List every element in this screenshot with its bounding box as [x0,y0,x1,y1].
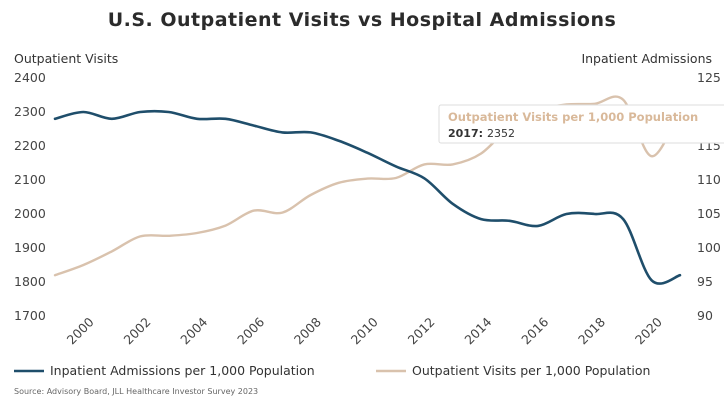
right-tick-label: 110 [697,172,721,187]
x-tick-label: 2018 [575,314,608,347]
tooltip-value: 2017: 2352 [448,127,515,140]
left-tick-label: 1800 [14,274,46,289]
x-tick-label: 2010 [348,314,381,347]
left-tick-label: 2300 [14,104,46,119]
series-line-inpatient [53,109,682,285]
left-tick-label: 2000 [14,206,46,221]
left-tick-label: 2400 [14,70,46,85]
left-axis: 1700 1800 1900 2000 2100 2200 2300 2400 [14,70,46,323]
source-note: Source: Advisory Board, JLL Healthcare I… [14,387,258,396]
x-tick-label: 2014 [461,314,494,347]
right-tick-label: 125 [697,70,721,85]
tooltip-number: 2352 [487,127,515,140]
series-layer [53,95,682,285]
x-tick-label: 2008 [291,314,324,347]
series-line-outpatient [53,95,682,277]
tooltip-box [438,104,724,144]
x-axis: 2000 2002 2004 2006 2008 2010 2012 2014 2016 2018… [64,314,665,347]
left-tick-label: 1700 [14,308,46,323]
legend-label-inpatient: Inpatient Admissions per 1,000 Populatio… [50,363,315,378]
left-tick-label: 1900 [14,240,46,255]
legend-label-outpatient: Outpatient Visits per 1,000 Population [412,363,650,378]
tooltip: Outpatient Visits per 1,000 Population 2… [438,104,724,144]
x-tick-label: 2002 [120,314,153,347]
left-tick-label: 2100 [14,172,46,187]
right-axis-title: Inpatient Admissions [581,51,712,66]
tooltip-title: Outpatient Visits per 1,000 Population [448,110,698,124]
right-tick-label: 90 [697,308,713,323]
x-tick-label: 2006 [234,314,267,347]
x-tick-label: 2000 [64,314,97,347]
x-tick-label: 2020 [632,314,665,347]
x-tick-label: 2012 [405,314,438,347]
x-tick-label: 2016 [518,314,551,347]
x-tick-label: 2004 [177,314,210,347]
left-axis-title: Outpatient Visits [14,51,118,66]
tooltip-year: 2017: [448,127,483,140]
right-tick-label: 105 [697,206,721,221]
legend: Inpatient Admissions per 1,000 Populatio… [14,363,650,378]
left-tick-label: 2200 [14,138,46,153]
right-tick-label: 95 [697,274,713,289]
chart-title: U.S. Outpatient Visits vs Hospital Admis… [108,9,617,31]
right-tick-label: 100 [697,240,721,255]
